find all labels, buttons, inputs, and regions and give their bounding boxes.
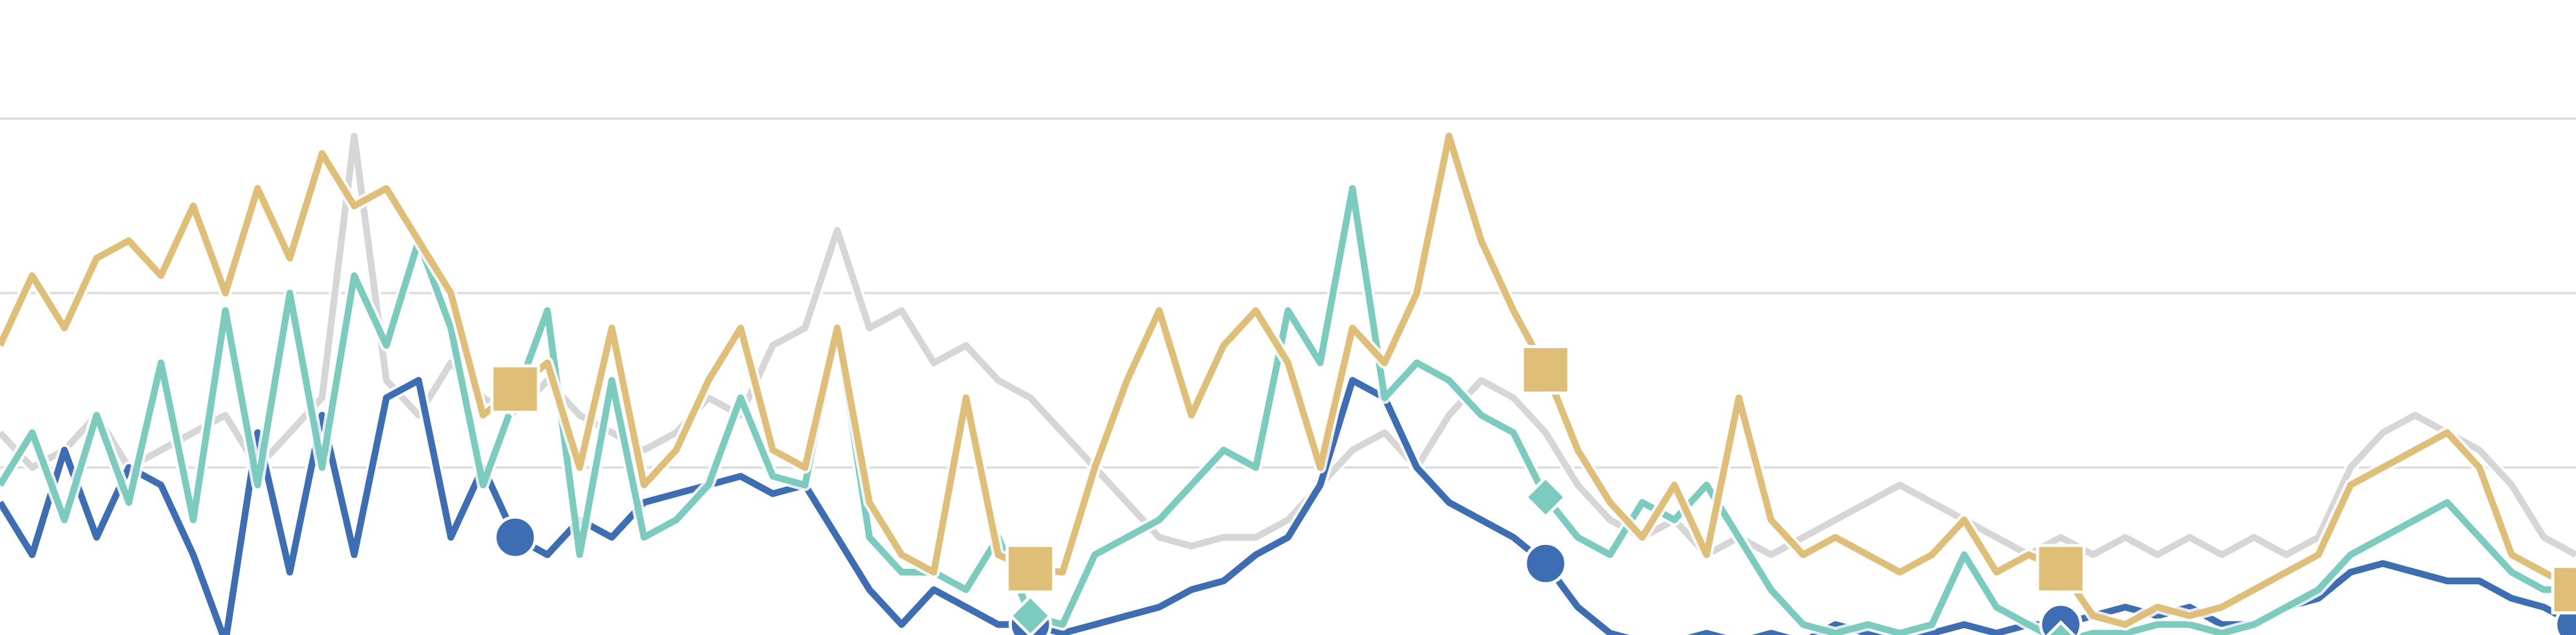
marker-square [2551,565,2576,615]
marker-diamond [2046,620,2076,635]
marker-square [2036,544,2086,594]
series-line [0,132,2576,628]
marker-circle [1524,541,1568,585]
marker-circle [493,515,537,559]
line-halo [0,374,2576,635]
marker-square [490,364,540,414]
marker-diamond [1524,475,1568,519]
marker-square [1005,544,1055,594]
marker-circle [2039,603,2083,635]
marker-square [1521,345,1571,395]
marker-diamond [1008,594,1052,635]
series-line [0,132,2576,559]
